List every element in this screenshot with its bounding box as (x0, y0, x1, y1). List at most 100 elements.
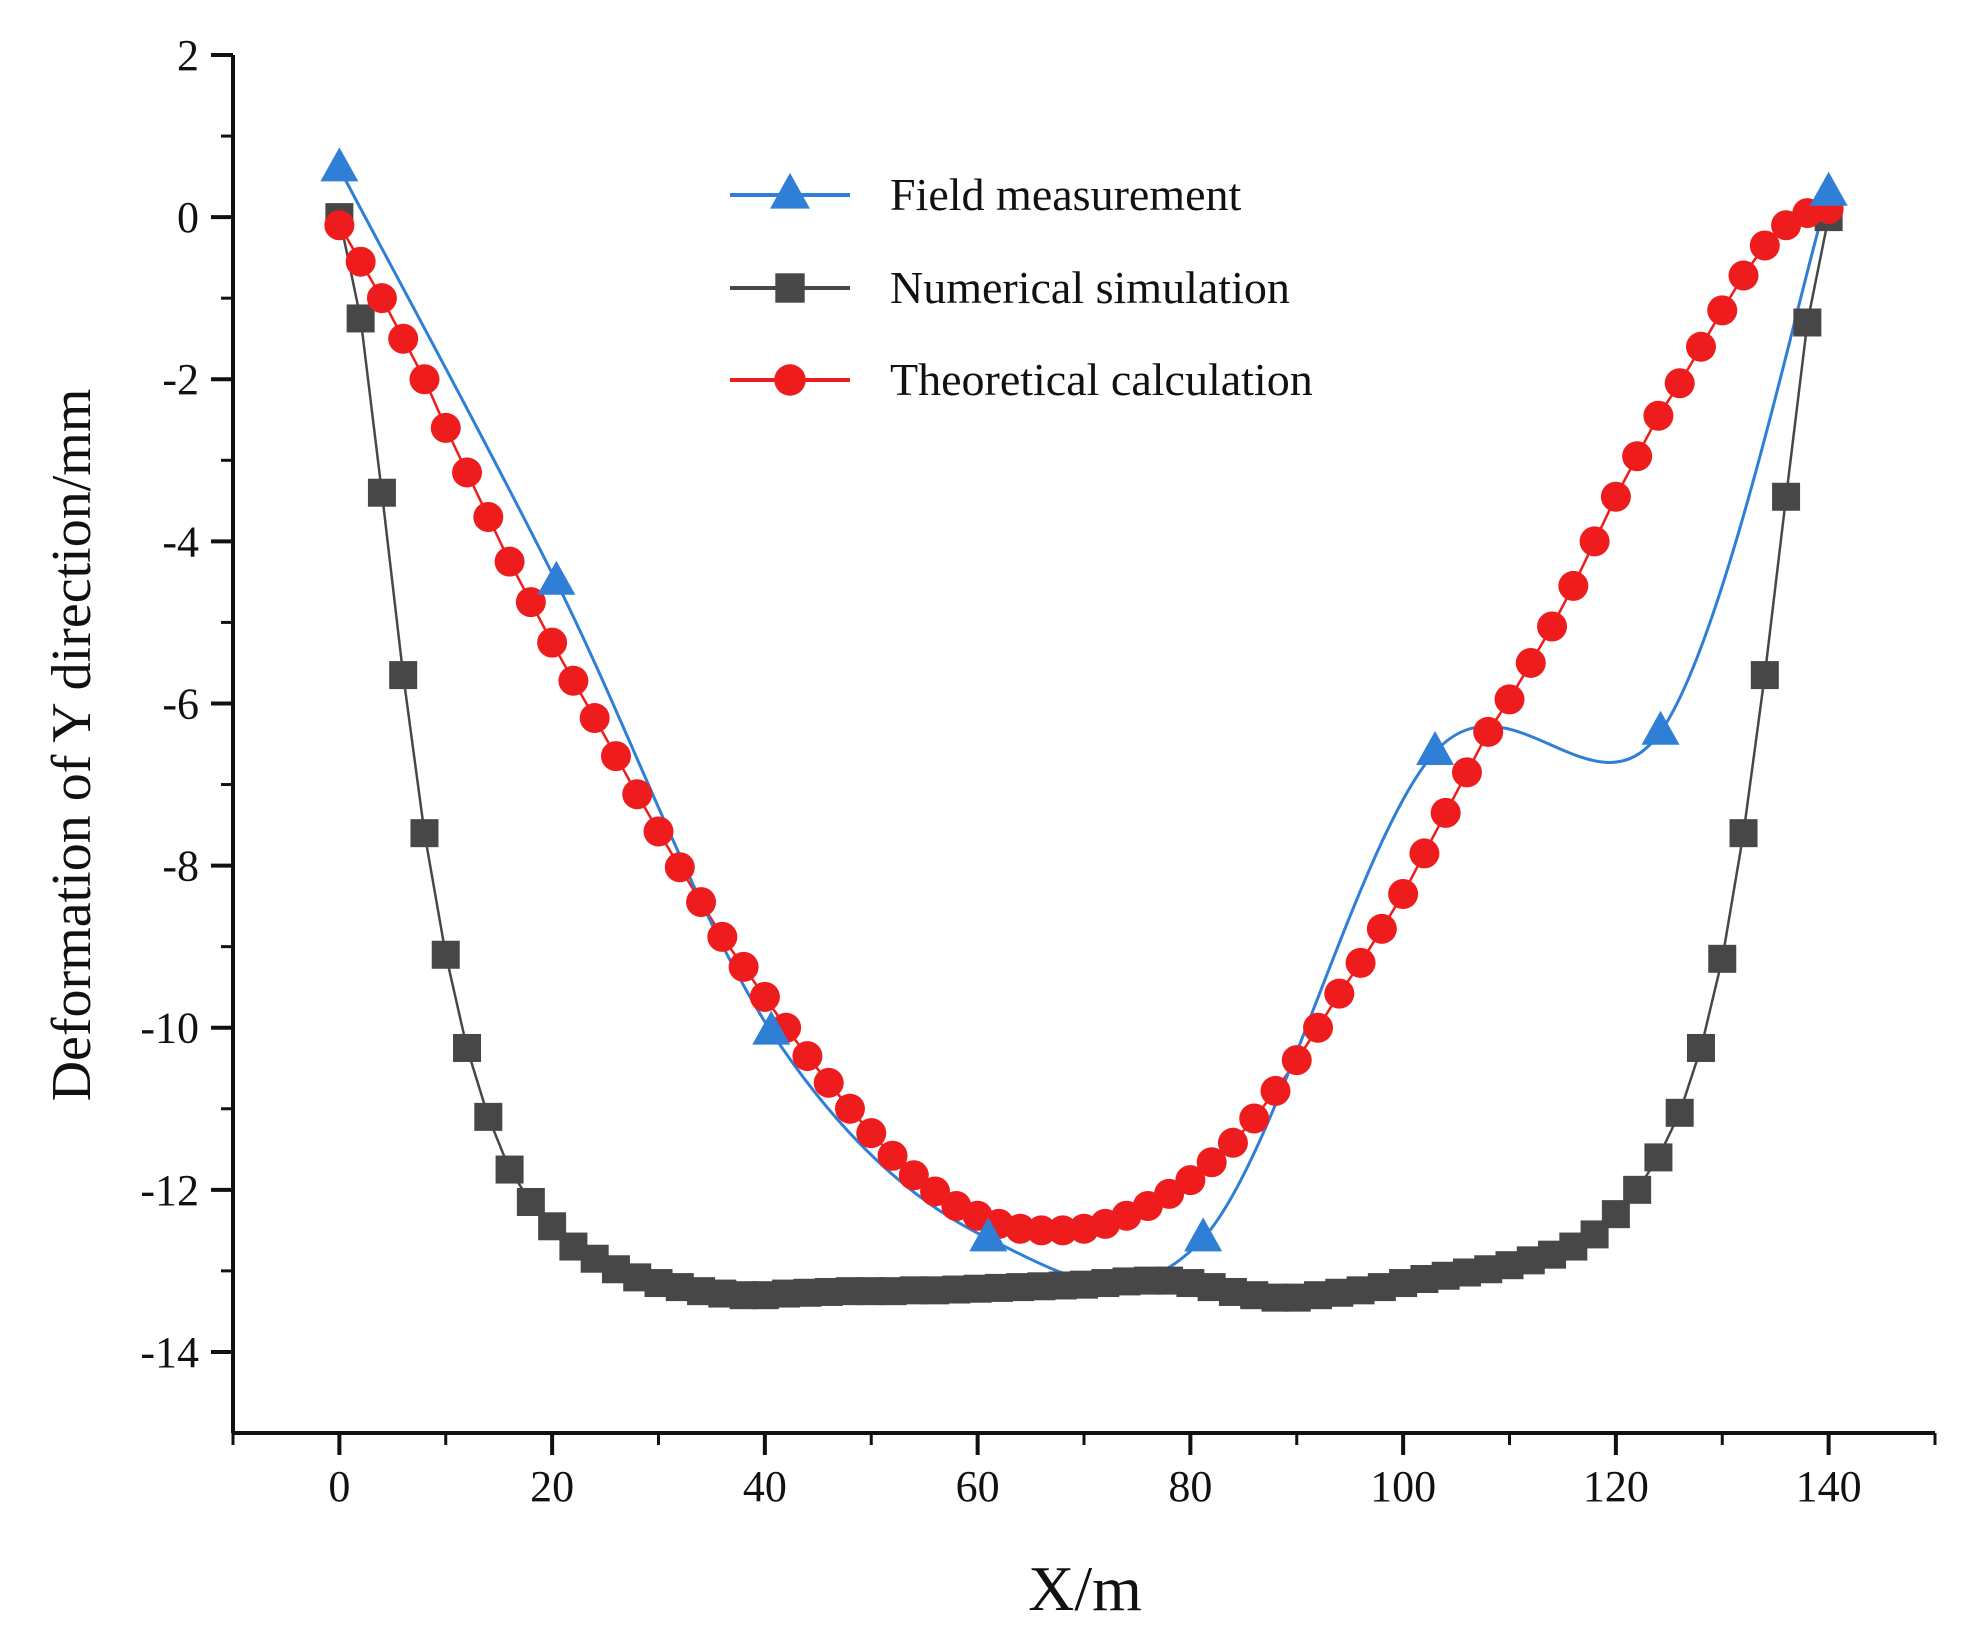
field-measurement-point (1416, 731, 1455, 766)
theoretical-calculation-point (728, 951, 759, 982)
theoretical-calculation-point (1239, 1103, 1270, 1134)
theoretical-calculation-point (558, 665, 589, 696)
theoretical-calculation-point (1473, 716, 1504, 747)
x-tick-label: 80 (1168, 1462, 1212, 1511)
theoretical-calculation-point (1515, 647, 1546, 678)
theoretical-calculation-point (664, 852, 695, 883)
theoretical-calculation-point (1196, 1147, 1227, 1178)
theoretical-calculation-point (430, 412, 461, 443)
field-measurement-point (1641, 710, 1680, 745)
theoretical-calculation-point (366, 283, 397, 314)
theoretical-calculation-point (1217, 1127, 1248, 1158)
numerical-simulation-point (1686, 1033, 1715, 1062)
theoretical-calculation-point (324, 210, 355, 241)
numerical-simulation-point (516, 1187, 545, 1216)
theoretical-calculation-point (1409, 838, 1440, 869)
theoretical-calculation-point (1345, 947, 1376, 978)
field-measurement-point (752, 1010, 791, 1045)
numerical-simulation-point (1601, 1200, 1630, 1229)
legend-label-numerical-simulation: Numerical simulation (890, 262, 1290, 313)
y-tick-label: 2 (177, 31, 199, 80)
numerical-simulation-point (1708, 944, 1737, 973)
x-tick-label: 20 (530, 1462, 574, 1511)
field-measurement-line (338, 167, 1831, 1285)
x-tick-label: 100 (1370, 1462, 1436, 1511)
theoretical-calculation-point (1685, 331, 1716, 362)
theoretical-calculation-point (877, 1140, 908, 1171)
theoretical-calculation-point (579, 703, 610, 734)
theoretical-calculation-point (1175, 1165, 1206, 1196)
field-measurement-point (537, 560, 576, 595)
theoretical-calculation-point (1260, 1075, 1291, 1106)
theoretical-calculation-point (1026, 1215, 1057, 1246)
theoretical-calculation-point (813, 1067, 844, 1098)
theoretical-calculation-point (409, 364, 440, 395)
theoretical-calculation-point (1154, 1178, 1185, 1209)
numerical-simulation-point (1644, 1143, 1673, 1172)
theoretical-calculation-point (1558, 570, 1589, 601)
numerical-simulation-point (431, 940, 460, 969)
theoretical-calculation-point (1388, 878, 1419, 909)
field-measurement-point (1809, 171, 1848, 206)
numerical-simulation-point (410, 819, 439, 848)
y-tick-label: -2 (162, 355, 199, 404)
y-tick-label: -14 (140, 1328, 199, 1377)
theoretical-calculation-point (686, 887, 717, 918)
theoretical-calculation-point (1664, 368, 1695, 399)
numerical-simulation-point (1772, 482, 1801, 511)
theoretical-calculation-point (1451, 757, 1482, 788)
numerical-simulation-point (346, 304, 375, 333)
x-axis-title: X/m (1028, 1553, 1142, 1624)
numerical-simulation-point (495, 1155, 524, 1184)
theoretical-calculation-point (1600, 481, 1631, 512)
theoretical-calculation-point (898, 1160, 929, 1191)
theoretical-calculation-point (1494, 684, 1525, 715)
numerical-simulation-point (367, 478, 396, 507)
theoretical-calculation-point (1303, 1012, 1334, 1043)
theoretical-calculation-point (600, 741, 631, 772)
theoretical-calculation-point (1579, 526, 1610, 557)
numerical-simulation-point (1750, 661, 1779, 690)
x-tick-label: 60 (956, 1462, 1000, 1511)
legend-marker-theoretical-calculation (774, 364, 806, 396)
theoretical-calculation-point (920, 1176, 951, 1207)
theoretical-calculation-point (345, 246, 376, 277)
theoretical-calculation-point (1707, 295, 1738, 326)
numerical-simulation-point (1729, 819, 1758, 848)
theoretical-calculation-point (834, 1093, 865, 1124)
y-tick-label: -10 (140, 1004, 199, 1053)
theoretical-calculation-point (1622, 441, 1653, 472)
theoretical-calculation-point (1749, 230, 1780, 261)
field-measurement-point (320, 147, 359, 182)
legend-label-theoretical-calculation: Theoretical calculation (890, 354, 1313, 405)
numerical-simulation-point (1793, 308, 1822, 337)
numerical-simulation-point (389, 661, 418, 690)
theoretical-calculation-point (452, 457, 483, 488)
y-tick-label: -6 (162, 679, 199, 728)
y-tick-label: -12 (140, 1166, 199, 1215)
y-tick-label: -8 (162, 842, 199, 891)
theoretical-calculation-point (707, 921, 738, 952)
numerical-simulation-point (474, 1102, 503, 1131)
legend-marker-numerical-simulation (775, 273, 805, 303)
theoretical-calculation-point (856, 1118, 887, 1149)
theoretical-calculation-point (643, 816, 674, 847)
theoretical-calculation-point (749, 981, 780, 1012)
legend: Field measurement Numerical simulation The… (730, 169, 1313, 405)
theoretical-calculation-point (1324, 978, 1355, 1009)
numerical-simulation-point (1623, 1175, 1652, 1204)
theoretical-calculation-point (622, 779, 653, 810)
field-measurement-point (1184, 1217, 1223, 1252)
x-tick-label: 120 (1583, 1462, 1649, 1511)
x-tick-label: 0 (328, 1462, 350, 1511)
theoretical-calculation-point (1643, 400, 1674, 431)
x-tick-label: 40 (743, 1462, 787, 1511)
theoretical-calculation-point (1728, 260, 1759, 291)
theoretical-calculation-point (473, 502, 504, 533)
y-tick-label: -4 (162, 517, 199, 566)
numerical-simulation-point (1665, 1098, 1694, 1127)
y-tick-label: 0 (177, 193, 199, 242)
theoretical-calculation-point (1281, 1045, 1312, 1076)
